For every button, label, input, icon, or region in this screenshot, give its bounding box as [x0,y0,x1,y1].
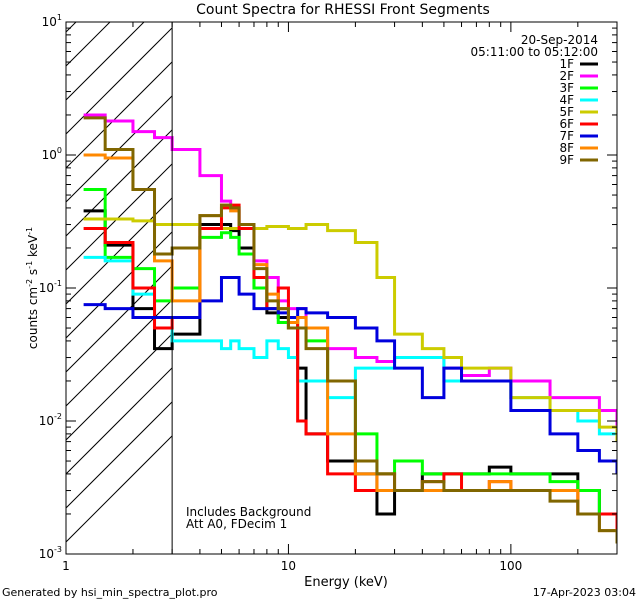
x-tick-label: 100 [499,559,522,573]
series-line-9f [83,116,617,544]
axis-ticks: 1 10 100 10-3 10-2 10-1 100 101 [39,13,618,573]
legend-label-9f: 9F [559,153,574,167]
x-tick-label: 10 [281,559,296,573]
y-tick-label: 101 [42,13,62,29]
hatch-line [66,197,173,305]
x-tick-label: 1 [62,559,70,573]
y-tick-label: 10-3 [39,545,62,561]
hatch-line [66,22,111,67]
hatch-line [66,22,77,33]
series-line-5f [83,217,617,442]
hatch-line [66,367,173,475]
y-tick-label: 100 [42,146,62,162]
y-label-kev: keV [26,234,40,261]
hatch-line [66,61,173,169]
y-tick-label: 10-1 [39,279,62,295]
y-label-sup-2: -1 [25,261,34,269]
x-axis-label: Energy (keV) [304,575,388,590]
note-attenuator: Att A0, FDecim 1 [186,517,287,531]
legend-label-5f: 5F [559,105,574,119]
chart-title: Count Spectra for RHESSI Front Segments [196,2,490,18]
y-label-sup-3: -1 [25,227,34,235]
hatch-line [66,435,173,543]
hatch-line [66,231,173,339]
footer-timestamp: 17-Apr-2023 03:04 [533,586,636,599]
series-line-1f [83,209,617,531]
footer-generator: Generated by hsi_min_spectra_plot.pro [2,586,218,599]
y-label-seconds: s [26,269,40,279]
series-line-7f [83,275,617,474]
legend-label-3f: 3F [559,81,574,95]
legend-label-6f: 6F [559,117,574,131]
time-range-label: 05:11:00 to 05:12:00 [471,45,598,59]
y-label-main: counts cm [26,287,40,349]
y-axis-label: counts cm-2 s-1 keV-1 [25,227,40,349]
legend-label-8f: 8F [559,141,574,155]
series-lines [83,113,617,544]
hatch-line [66,333,173,441]
legend-label-1f: 1F [559,57,574,71]
legend-label-4f: 4F [559,93,574,107]
hatch-line [66,299,173,407]
y-label-sup-1: -2 [25,279,34,287]
y-tick-label: 10-2 [39,412,62,428]
series-line-8f [83,153,617,544]
date-label: 20-Sep-2014 [521,33,598,47]
legend-label-2f: 2F [559,69,574,83]
hatch-line [66,22,145,101]
legend-label-7f: 7F [559,129,574,143]
note-background: Includes Background [186,505,311,519]
hatch-line [66,163,173,271]
hatch-line [66,27,173,135]
hatch-line [66,401,173,509]
shaded-region [66,22,173,543]
